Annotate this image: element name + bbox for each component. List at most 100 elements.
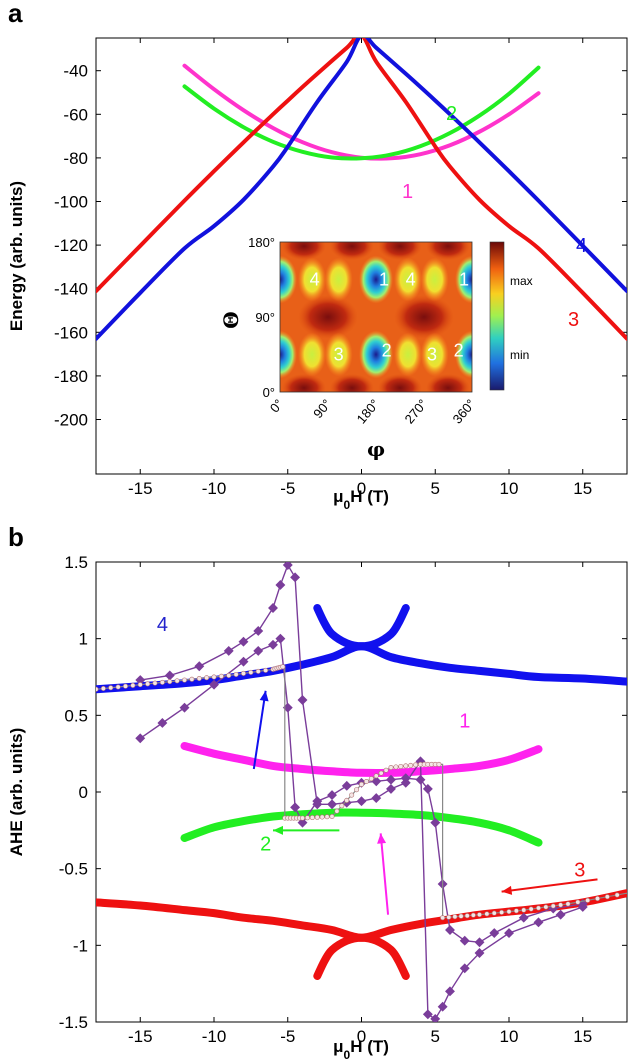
heatmap-min-blob: [359, 330, 393, 379]
field-sweep-arrowhead: [259, 690, 269, 702]
ahe-curve-label-1: 1: [459, 711, 470, 733]
heatmap-saddle-blob: [394, 332, 422, 377]
ahe-data-point: [518, 912, 529, 923]
inset-region-labels: 4 1 4 13 2 3 2: [310, 270, 469, 365]
x-tick-label: 5: [431, 1027, 440, 1046]
y-tick-label: 1.5: [64, 553, 88, 572]
heatmap-min-blob: [359, 255, 393, 304]
y-tick-label: -200: [54, 411, 88, 430]
ahe-data-point: [422, 783, 433, 794]
transition-loop-point: [100, 685, 106, 691]
ahe-data-point: [290, 572, 301, 583]
transition-loop-point: [378, 770, 384, 776]
ahe-data-point: [135, 733, 146, 744]
ahe-curve-label-4: 4: [157, 614, 168, 636]
x-tick-label: 15: [573, 479, 592, 498]
transition-loop-point: [393, 764, 399, 770]
transition-loop-point: [398, 763, 404, 769]
inset-x-tick-label: 90°: [310, 396, 334, 421]
heatmap-max-blob: [330, 373, 374, 392]
x-tick-label: 10: [500, 1027, 519, 1046]
transition-loop-point: [535, 905, 541, 911]
transition-loop-point: [174, 678, 180, 684]
y-tick-label: -160: [54, 323, 88, 342]
inset-map-image: [280, 242, 472, 392]
y-tick-label: 0.5: [64, 706, 88, 725]
ahe-curve-4b: [313, 604, 410, 651]
y-tick-label: -120: [54, 236, 88, 255]
panel-b-ticks: -15 -10 -5 0 5 10 15 -1.5 -1 -0.5 0 0.5 1 1.5: [59, 553, 627, 1046]
ahe-data-point: [504, 928, 514, 939]
y-tick-label: 1: [79, 630, 88, 649]
transition-loop-point: [255, 668, 261, 674]
inset-region-label: 2: [454, 340, 464, 360]
heatmap-saddle-blob: [298, 257, 326, 302]
ahe-data-point: [533, 917, 544, 928]
transition-loop-point: [470, 912, 476, 918]
x-tick-label: -15: [128, 1027, 153, 1046]
transition-loop-point: [211, 674, 217, 680]
inset-x-tick-label: 270°: [402, 396, 431, 426]
heatmap-max-blob: [330, 242, 374, 261]
ahe-data-point: [489, 928, 500, 938]
heatmap-saddle-blob: [324, 257, 353, 302]
panel-a-x-axis-title: μ0H (T): [333, 487, 389, 512]
transition-loop-point: [506, 909, 512, 915]
transition-loop-point: [403, 763, 409, 769]
field-sweep-arrow: [501, 878, 598, 893]
ahe-curve-3: [96, 889, 627, 942]
transition-loop-outline: [96, 665, 627, 919]
ahe-data-point: [341, 780, 352, 791]
inset-y-tick-label: 90°: [255, 310, 275, 325]
transition-loop-point: [329, 814, 335, 820]
transition-loop-point: [241, 670, 247, 676]
y-tick-label: -180: [54, 367, 88, 386]
transition-loop-point: [565, 901, 571, 907]
inset-heatmap: 0° 90° 180° 270° 360°0°90°180° 4 1 4 13 2 3 2 φ Θ …: [219, 235, 533, 461]
x-tick-label: -10: [202, 479, 227, 498]
ahe-data-point: [327, 799, 337, 810]
transition-loop-point: [388, 764, 394, 770]
ahe-data-point: [268, 639, 278, 650]
ahe-curve-label-2: 2: [260, 833, 271, 855]
transition-loop-point: [452, 914, 458, 920]
inset-colorbar: [489, 241, 505, 391]
inset-y-tick-label: 180°: [248, 235, 275, 250]
ahe-data-point: [327, 790, 337, 801]
ahe-data-point: [445, 986, 455, 997]
curve-label-1: 1: [402, 181, 413, 203]
ahe-curve-3b: [313, 933, 410, 980]
ahe-data-point: [445, 925, 455, 935]
ahe-data-point: [194, 661, 205, 672]
ahe-data-point: [422, 1009, 433, 1020]
y-tick-label: -1.5: [59, 1013, 88, 1032]
panel-b-x-axis-title: μ0H (T): [333, 1037, 389, 1062]
y-tick-label: -140: [54, 280, 88, 299]
transition-loop-point: [476, 912, 482, 918]
transition-loop-point: [196, 676, 202, 682]
transition-loop-point: [363, 779, 369, 785]
transition-loop-point: [349, 792, 355, 798]
energy-curve-2: [182, 65, 541, 161]
ahe-data-point: [209, 679, 219, 690]
y-tick-label: -80: [63, 149, 88, 168]
colorbar-min-label: min: [510, 348, 529, 362]
inset-region-label: 4: [406, 270, 416, 290]
transition-loop-point: [130, 682, 136, 688]
panel-b-curves: [96, 562, 627, 1022]
x-tick-label: 0: [357, 1027, 366, 1046]
transition-loop-point: [263, 667, 269, 673]
transition-loop-point: [280, 664, 286, 670]
ahe-data-point: [297, 695, 308, 705]
transition-loop-point: [123, 683, 129, 689]
heatmap-min-blob: [280, 330, 297, 379]
transition-loop-point: [358, 781, 364, 787]
heatmap-saddle-blob: [420, 332, 449, 377]
ahe-data-point: [371, 793, 382, 804]
heatmap-saddle-blob: [324, 332, 353, 377]
inset-region-label: 4: [310, 270, 320, 290]
transition-loop-point: [324, 814, 330, 820]
curve-label-4: 4: [576, 235, 587, 257]
y-tick-label: 0: [79, 783, 88, 802]
heatmap-max-blob: [426, 242, 470, 261]
